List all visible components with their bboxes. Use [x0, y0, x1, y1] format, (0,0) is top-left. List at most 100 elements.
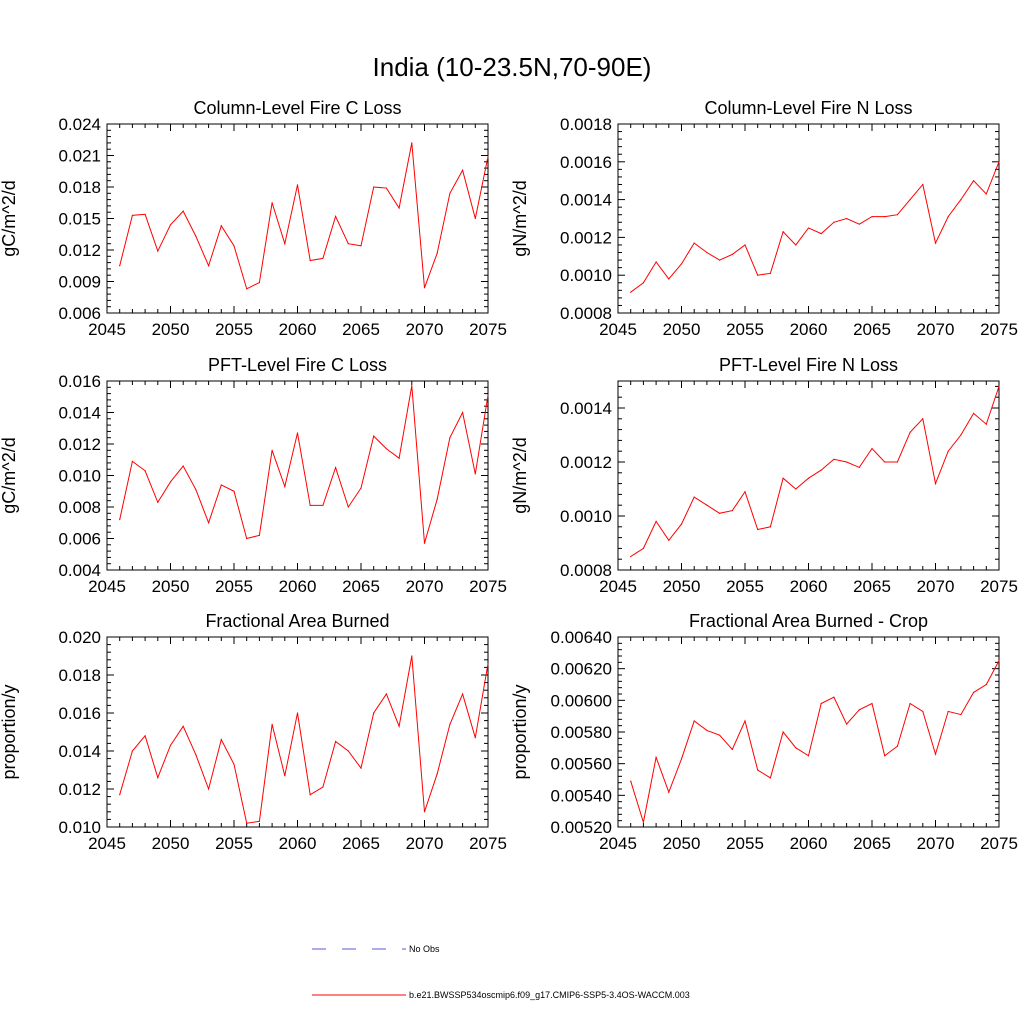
- data-point: [706, 251, 708, 254]
- data-point: [998, 385, 1000, 387]
- data-point: [322, 504, 324, 507]
- data-point: [795, 488, 797, 490]
- data-point: [335, 215, 337, 217]
- x-tick-label: 2050: [152, 320, 190, 339]
- data-point: [182, 465, 184, 467]
- x-tick-label: 2050: [663, 577, 701, 596]
- y-tick-label: 0.016: [58, 372, 101, 391]
- y-tick-label: 0.0008: [560, 561, 612, 580]
- data-point: [782, 231, 784, 233]
- data-point: [296, 184, 299, 186]
- y-tick-label: 0.0016: [560, 153, 612, 172]
- data-point: [680, 263, 683, 265]
- y-tick-label: 0.020: [58, 628, 101, 647]
- data-point: [807, 477, 810, 479]
- data-point: [884, 755, 886, 757]
- data-point: [947, 216, 949, 218]
- data-point: [309, 794, 311, 796]
- x-tick-label: 2060: [790, 577, 828, 596]
- chart-panel-5: Fractional Area Burned - Crop proportion/…: [510, 611, 1018, 853]
- y-axis-label: proportion/y: [0, 684, 19, 779]
- data-point: [423, 287, 426, 289]
- data-point: [462, 693, 464, 695]
- x-tick-label: 2055: [726, 320, 764, 339]
- data-point: [884, 216, 886, 218]
- data-point: [744, 720, 746, 722]
- data-point: [398, 725, 400, 727]
- data-point: [719, 512, 721, 514]
- data-point: [157, 250, 159, 252]
- data-point: [398, 207, 400, 209]
- data-point: [423, 542, 426, 544]
- data-point: [795, 244, 797, 246]
- x-tick-label: 2065: [342, 320, 380, 339]
- y-tick-label: 0.00600: [551, 691, 612, 710]
- data-point: [271, 723, 273, 726]
- data-point: [385, 448, 387, 450]
- data-point: [462, 169, 464, 171]
- data-point: [131, 750, 133, 752]
- data-point: [909, 431, 911, 433]
- data-point: [169, 224, 172, 226]
- panel-title: PFT-Level Fire C Loss: [208, 355, 387, 375]
- data-point: [233, 245, 235, 247]
- data-point: [487, 663, 489, 665]
- data-point: [973, 412, 975, 414]
- data-point: [220, 484, 222, 486]
- data-point: [360, 487, 362, 489]
- y-tick-label: 0.006: [58, 304, 101, 323]
- data-point: [258, 820, 260, 822]
- data-point: [706, 729, 708, 732]
- x-tick-label: 2050: [663, 834, 701, 853]
- data-point: [144, 213, 146, 215]
- y-tick-label: 0.00520: [551, 818, 612, 837]
- y-tick-label: 0.0014: [560, 191, 612, 210]
- data-point: [731, 253, 733, 256]
- y-tick-label: 0.021: [58, 147, 101, 166]
- data-point: [947, 450, 949, 452]
- data-point: [896, 214, 899, 216]
- data-point: [807, 227, 810, 229]
- data-point: [411, 142, 413, 144]
- data-point: [119, 794, 121, 796]
- data-point: [833, 696, 835, 698]
- x-tick-label: 2065: [853, 834, 891, 853]
- data-point: [846, 217, 848, 220]
- data-point: [757, 769, 759, 771]
- y-tick-label: 0.0010: [560, 507, 612, 526]
- data-point: [934, 242, 937, 244]
- data-point: [782, 477, 784, 479]
- y-axis-label: gN/m^2/d: [510, 437, 530, 513]
- y-tick-label: 0.009: [58, 273, 101, 292]
- data-point: [335, 467, 337, 469]
- data-point: [998, 660, 1000, 662]
- x-tick-label: 2055: [726, 577, 764, 596]
- data-point: [820, 469, 822, 471]
- data-point: [246, 288, 248, 290]
- data-point: [693, 496, 695, 498]
- data-point: [157, 501, 159, 503]
- data-point: [896, 461, 899, 463]
- data-point: [398, 457, 400, 459]
- data-point: [411, 655, 413, 657]
- y-tick-label: 0.018: [58, 178, 101, 197]
- x-tick-label: 2075: [980, 320, 1018, 339]
- data-point: [642, 282, 645, 284]
- panel-title: PFT-Level Fire N Loss: [719, 355, 898, 375]
- data-point: [195, 489, 197, 491]
- data-point: [195, 754, 197, 756]
- data-point: [246, 822, 248, 824]
- series-line: [119, 385, 489, 544]
- data-point: [309, 504, 311, 507]
- data-point: [820, 702, 822, 705]
- data-point: [871, 447, 873, 450]
- panel-title: Fractional Area Burned: [205, 611, 389, 631]
- data-point: [436, 252, 438, 254]
- data-point: [642, 821, 645, 823]
- y-tick-label: 0.010: [58, 467, 101, 486]
- data-point: [998, 161, 1000, 163]
- data-point: [144, 470, 146, 472]
- x-tick-label: 2060: [279, 834, 317, 853]
- y-axis-label: gN/m^2/d: [510, 180, 530, 256]
